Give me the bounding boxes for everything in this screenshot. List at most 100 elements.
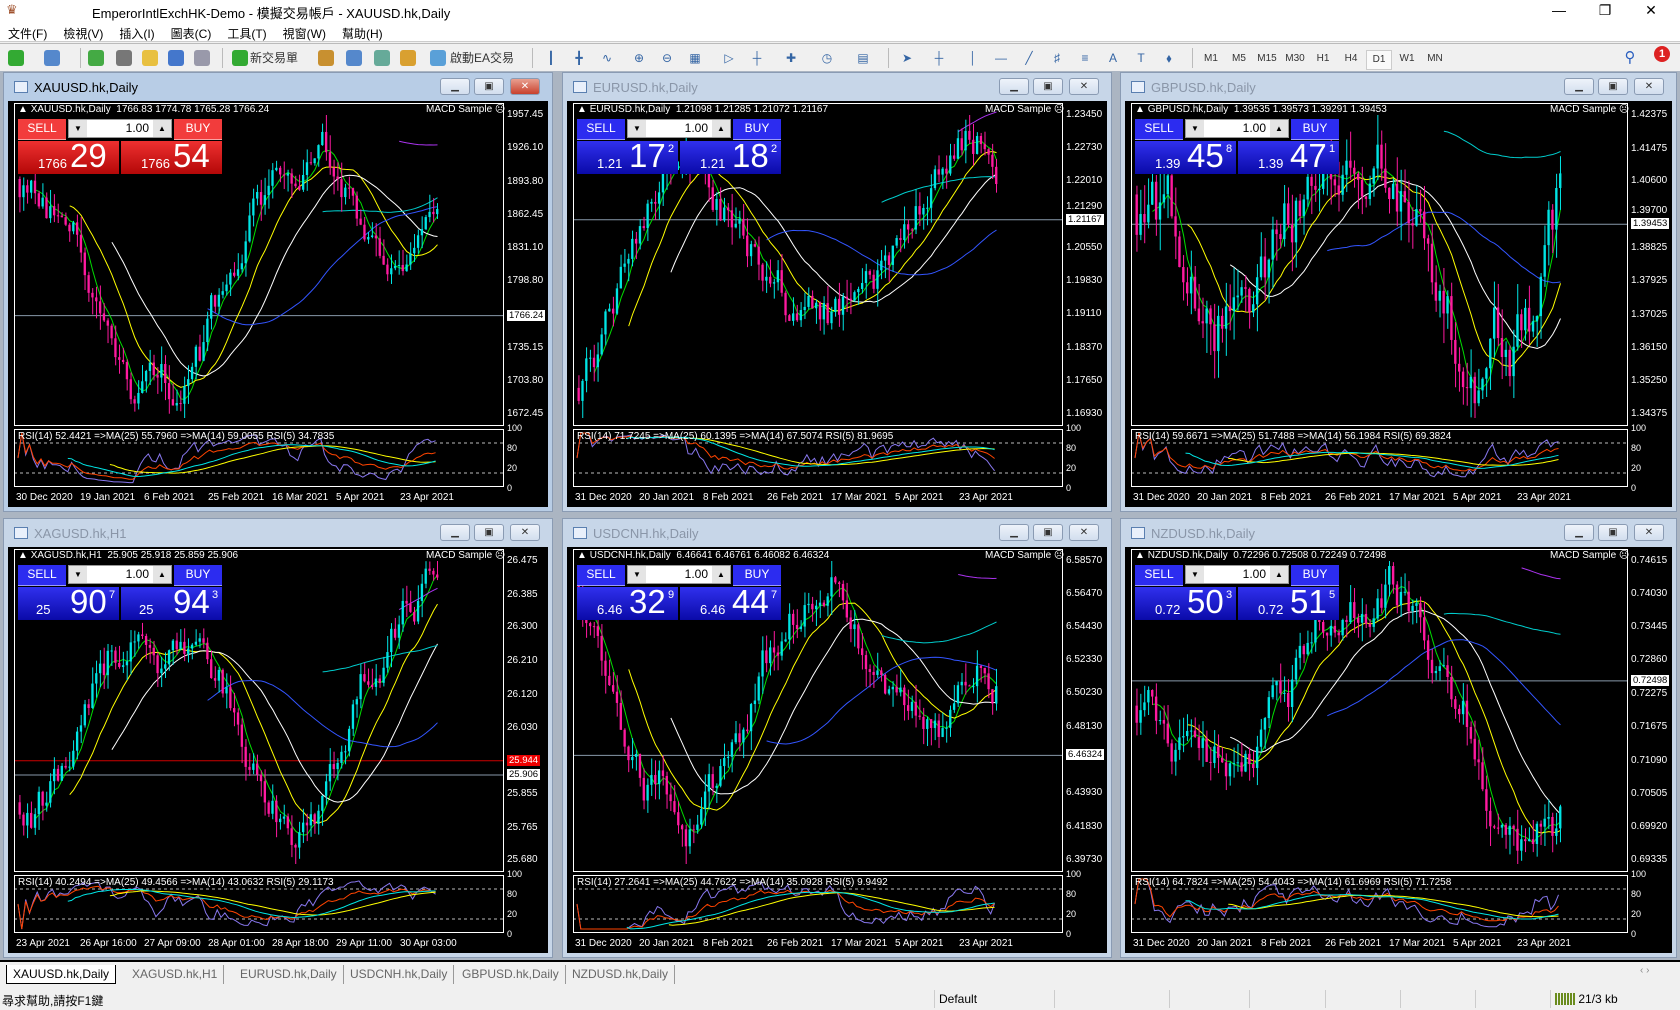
search-icon[interactable]: ⚲ — [1624, 49, 1636, 66]
sell-price-button[interactable]: 25 90 7 — [18, 583, 119, 620]
buy-price-button[interactable]: 6.46 44 7 — [680, 583, 781, 620]
indicators-icon[interactable]: ✚ — [785, 51, 797, 65]
collapse-arrow-icon[interactable]: ▲ — [577, 550, 587, 561]
timeframe-mn[interactable]: MN — [1427, 53, 1443, 64]
chart-tab[interactable]: NZDUSD.hk,Daily — [566, 965, 676, 984]
autoscroll-icon[interactable]: ┼ — [752, 51, 762, 65]
chart-window-titlebar[interactable]: XAUUSD.hk,Daily ▁ ▣ ✕ — [4, 73, 552, 101]
chart-maximize-button[interactable]: ▣ — [1033, 524, 1063, 541]
arrows-icon[interactable]: ⬧ — [1166, 51, 1172, 65]
zoom-out-icon[interactable]: ⊖ — [661, 51, 673, 65]
menu-item[interactable]: 幫助(H) — [341, 27, 383, 41]
chart-close-button[interactable]: ✕ — [1069, 524, 1099, 541]
buy-price-button[interactable]: 1.39 47 1 — [1238, 137, 1339, 174]
collapse-arrow-icon[interactable]: ▲ — [18, 104, 28, 115]
chart-canvas[interactable]: ▲ XAGUSD.hk,H1 25.905 25.918 25.859 25.9… — [8, 547, 548, 953]
sell-button[interactable]: SELL — [577, 119, 625, 140]
timeframe-h1[interactable]: H1 — [1316, 53, 1330, 64]
expert-advisor-label[interactable]: MACD Sample ☹ — [426, 104, 505, 115]
chart-maximize-button[interactable]: ▣ — [1598, 524, 1628, 541]
chart-close-button[interactable]: ✕ — [1634, 78, 1664, 95]
cursor-icon[interactable]: ➤ — [901, 51, 913, 65]
chart-tab[interactable]: XAGUSD.hk,H1 — [126, 965, 225, 984]
lot-increase-button[interactable]: ▲ — [712, 566, 730, 583]
lot-decrease-button[interactable]: ▼ — [628, 566, 646, 583]
chart-minimize-button[interactable]: ▁ — [999, 524, 1029, 541]
timeframe-w1[interactable]: W1 — [1399, 53, 1415, 64]
buy-button[interactable]: BUY — [174, 119, 222, 140]
chart-shift-icon[interactable]: ▷ — [724, 51, 734, 65]
chart-window-titlebar[interactable]: EURUSD.hk,Daily ▁ ▣ ✕ — [563, 73, 1111, 101]
chart-canvas[interactable]: ▲ NZDUSD.hk,Daily 0.72296 0.72508 0.7224… — [1125, 547, 1672, 953]
timeframe-d1[interactable]: D1 — [1366, 50, 1392, 70]
chart-canvas[interactable]: ▲ USDCNH.hk,Daily 6.46641 6.46761 6.4608… — [567, 547, 1107, 953]
market-watch-icon[interactable] — [88, 50, 104, 66]
chart-close-button[interactable]: ✕ — [1634, 524, 1664, 541]
lot-size-input[interactable]: ▼ 1.00 ▲ — [627, 119, 731, 138]
candlestick-icon[interactable]: ╋ — [575, 51, 583, 65]
chart-window-titlebar[interactable]: NZDUSD.hk,Daily ▁ ▣ ✕ — [1121, 519, 1676, 547]
collapse-arrow-icon[interactable]: ▲ — [577, 104, 587, 115]
chart-close-button[interactable]: ✕ — [1069, 78, 1099, 95]
menu-item[interactable]: 圖表(C) — [170, 27, 212, 41]
periods-icon[interactable]: ◷ — [821, 51, 833, 65]
expert-advisor-label[interactable]: MACD Sample ☹ — [1550, 550, 1629, 561]
timeframe-m15[interactable]: M15 — [1257, 53, 1277, 64]
sell-price-button[interactable]: 0.72 50 3 — [1135, 583, 1236, 620]
collapse-arrow-icon[interactable]: ▲ — [18, 550, 28, 561]
lot-size-input[interactable]: ▼ 1.00 ▲ — [1185, 565, 1289, 584]
lot-decrease-button[interactable]: ▼ — [1186, 120, 1204, 137]
autotrading-button[interactable]: 啟動EA交易 — [450, 51, 515, 65]
signals-icon[interactable] — [346, 50, 362, 66]
menu-item[interactable]: 檢視(V) — [63, 27, 104, 41]
crosshair-tool-icon[interactable]: ┼ — [934, 51, 944, 65]
chart-maximize-button[interactable]: ▣ — [474, 524, 504, 541]
chart-maximize-button[interactable]: ▣ — [1033, 78, 1063, 95]
channel-icon[interactable]: ≡ — [1081, 51, 1089, 65]
minimize-button[interactable]: — — [1552, 2, 1566, 18]
chart-window[interactable]: USDCNH.hk,Daily ▁ ▣ ✕ ▲ USDCNH.hk,Daily … — [562, 518, 1112, 958]
terminal-icon[interactable] — [168, 50, 184, 66]
collapse-arrow-icon[interactable]: ▲ — [1135, 104, 1145, 115]
chart-minimize-button[interactable]: ▁ — [440, 78, 470, 95]
lot-size-input[interactable]: ▼ 1.00 ▲ — [627, 565, 731, 584]
buy-button[interactable]: BUY — [733, 565, 781, 586]
collapse-arrow-icon[interactable]: ▲ — [1135, 550, 1145, 561]
lot-decrease-button[interactable]: ▼ — [69, 566, 87, 583]
chart-tab[interactable]: GBPUSD.hk,Daily — [456, 965, 566, 984]
menu-item[interactable]: 工具(T) — [227, 27, 267, 41]
sell-button[interactable]: SELL — [577, 565, 625, 586]
chart-tab[interactable]: EURUSD.hk,Daily — [234, 965, 344, 984]
connection-status[interactable]: 21/3 kb — [1550, 990, 1680, 1008]
buy-button[interactable]: BUY — [1291, 119, 1339, 140]
chart-window-titlebar[interactable]: XAGUSD.hk,H1 ▁ ▣ ✕ — [4, 519, 552, 547]
templates-icon[interactable]: ▤ — [857, 51, 869, 65]
chart-window[interactable]: XAGUSD.hk,H1 ▁ ▣ ✕ ▲ XAGUSD.hk,H1 25.905… — [3, 518, 553, 958]
lot-size-input[interactable]: ▼ 1.00 ▲ — [1185, 119, 1289, 138]
lot-increase-button[interactable]: ▲ — [1270, 120, 1288, 137]
close-button[interactable]: ✕ — [1645, 2, 1657, 18]
chart-tab[interactable]: USDCNH.hk,Daily — [344, 965, 455, 984]
sell-button[interactable]: SELL — [18, 565, 66, 586]
restore-button[interactable]: ❐ — [1598, 2, 1612, 18]
lot-decrease-button[interactable]: ▼ — [628, 120, 646, 137]
chart-maximize-button[interactable]: ▣ — [1598, 78, 1628, 95]
chart-window[interactable]: NZDUSD.hk,Daily ▁ ▣ ✕ ▲ NZDUSD.hk,Daily … — [1120, 518, 1677, 958]
buy-price-button[interactable]: 1766 54 — [121, 137, 222, 174]
lot-increase-button[interactable]: ▲ — [712, 120, 730, 137]
tab-scroll-arrows[interactable]: ‹ › — [1640, 965, 1650, 976]
chart-close-button[interactable]: ✕ — [510, 78, 540, 95]
chart-close-button[interactable]: ✕ — [510, 524, 540, 541]
tester-icon[interactable] — [194, 50, 210, 66]
sell-price-button[interactable]: 1.21 17 2 — [577, 137, 678, 174]
chart-tab[interactable]: XAUUSD.hk,Daily — [6, 965, 117, 984]
chart-window[interactable]: XAUUSD.hk,Daily ▁ ▣ ✕ ▲ XAUUSD.hk,Daily … — [3, 72, 553, 512]
lot-size-input[interactable]: ▼ 1.00 ▲ — [68, 565, 172, 584]
chart-minimize-button[interactable]: ▁ — [440, 524, 470, 541]
text-icon[interactable]: A — [1108, 51, 1117, 65]
lot-increase-button[interactable]: ▲ — [153, 566, 171, 583]
chart-minimize-button[interactable]: ▁ — [1564, 524, 1594, 541]
buy-price-button[interactable]: 1.21 18 2 — [680, 137, 781, 174]
chart-window[interactable]: EURUSD.hk,Daily ▁ ▣ ✕ ▲ EURUSD.hk,Daily … — [562, 72, 1112, 512]
experts-icon[interactable] — [400, 50, 416, 66]
